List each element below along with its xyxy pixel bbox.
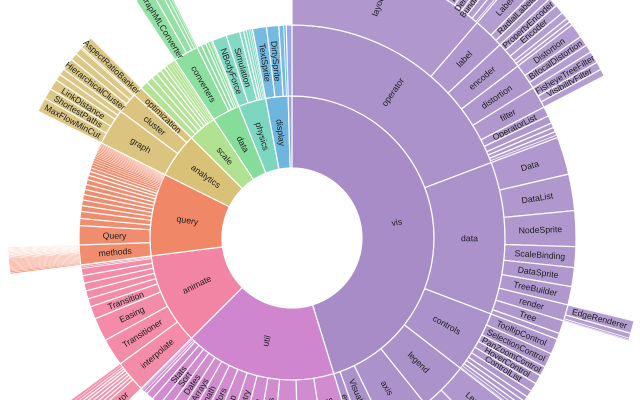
sunburst-segment[interactable] bbox=[503, 209, 577, 248]
sunburst-segment[interactable] bbox=[285, 24, 293, 97]
sunburst-segment[interactable] bbox=[429, 389, 491, 400]
sunburst-segment[interactable] bbox=[423, 161, 506, 315]
